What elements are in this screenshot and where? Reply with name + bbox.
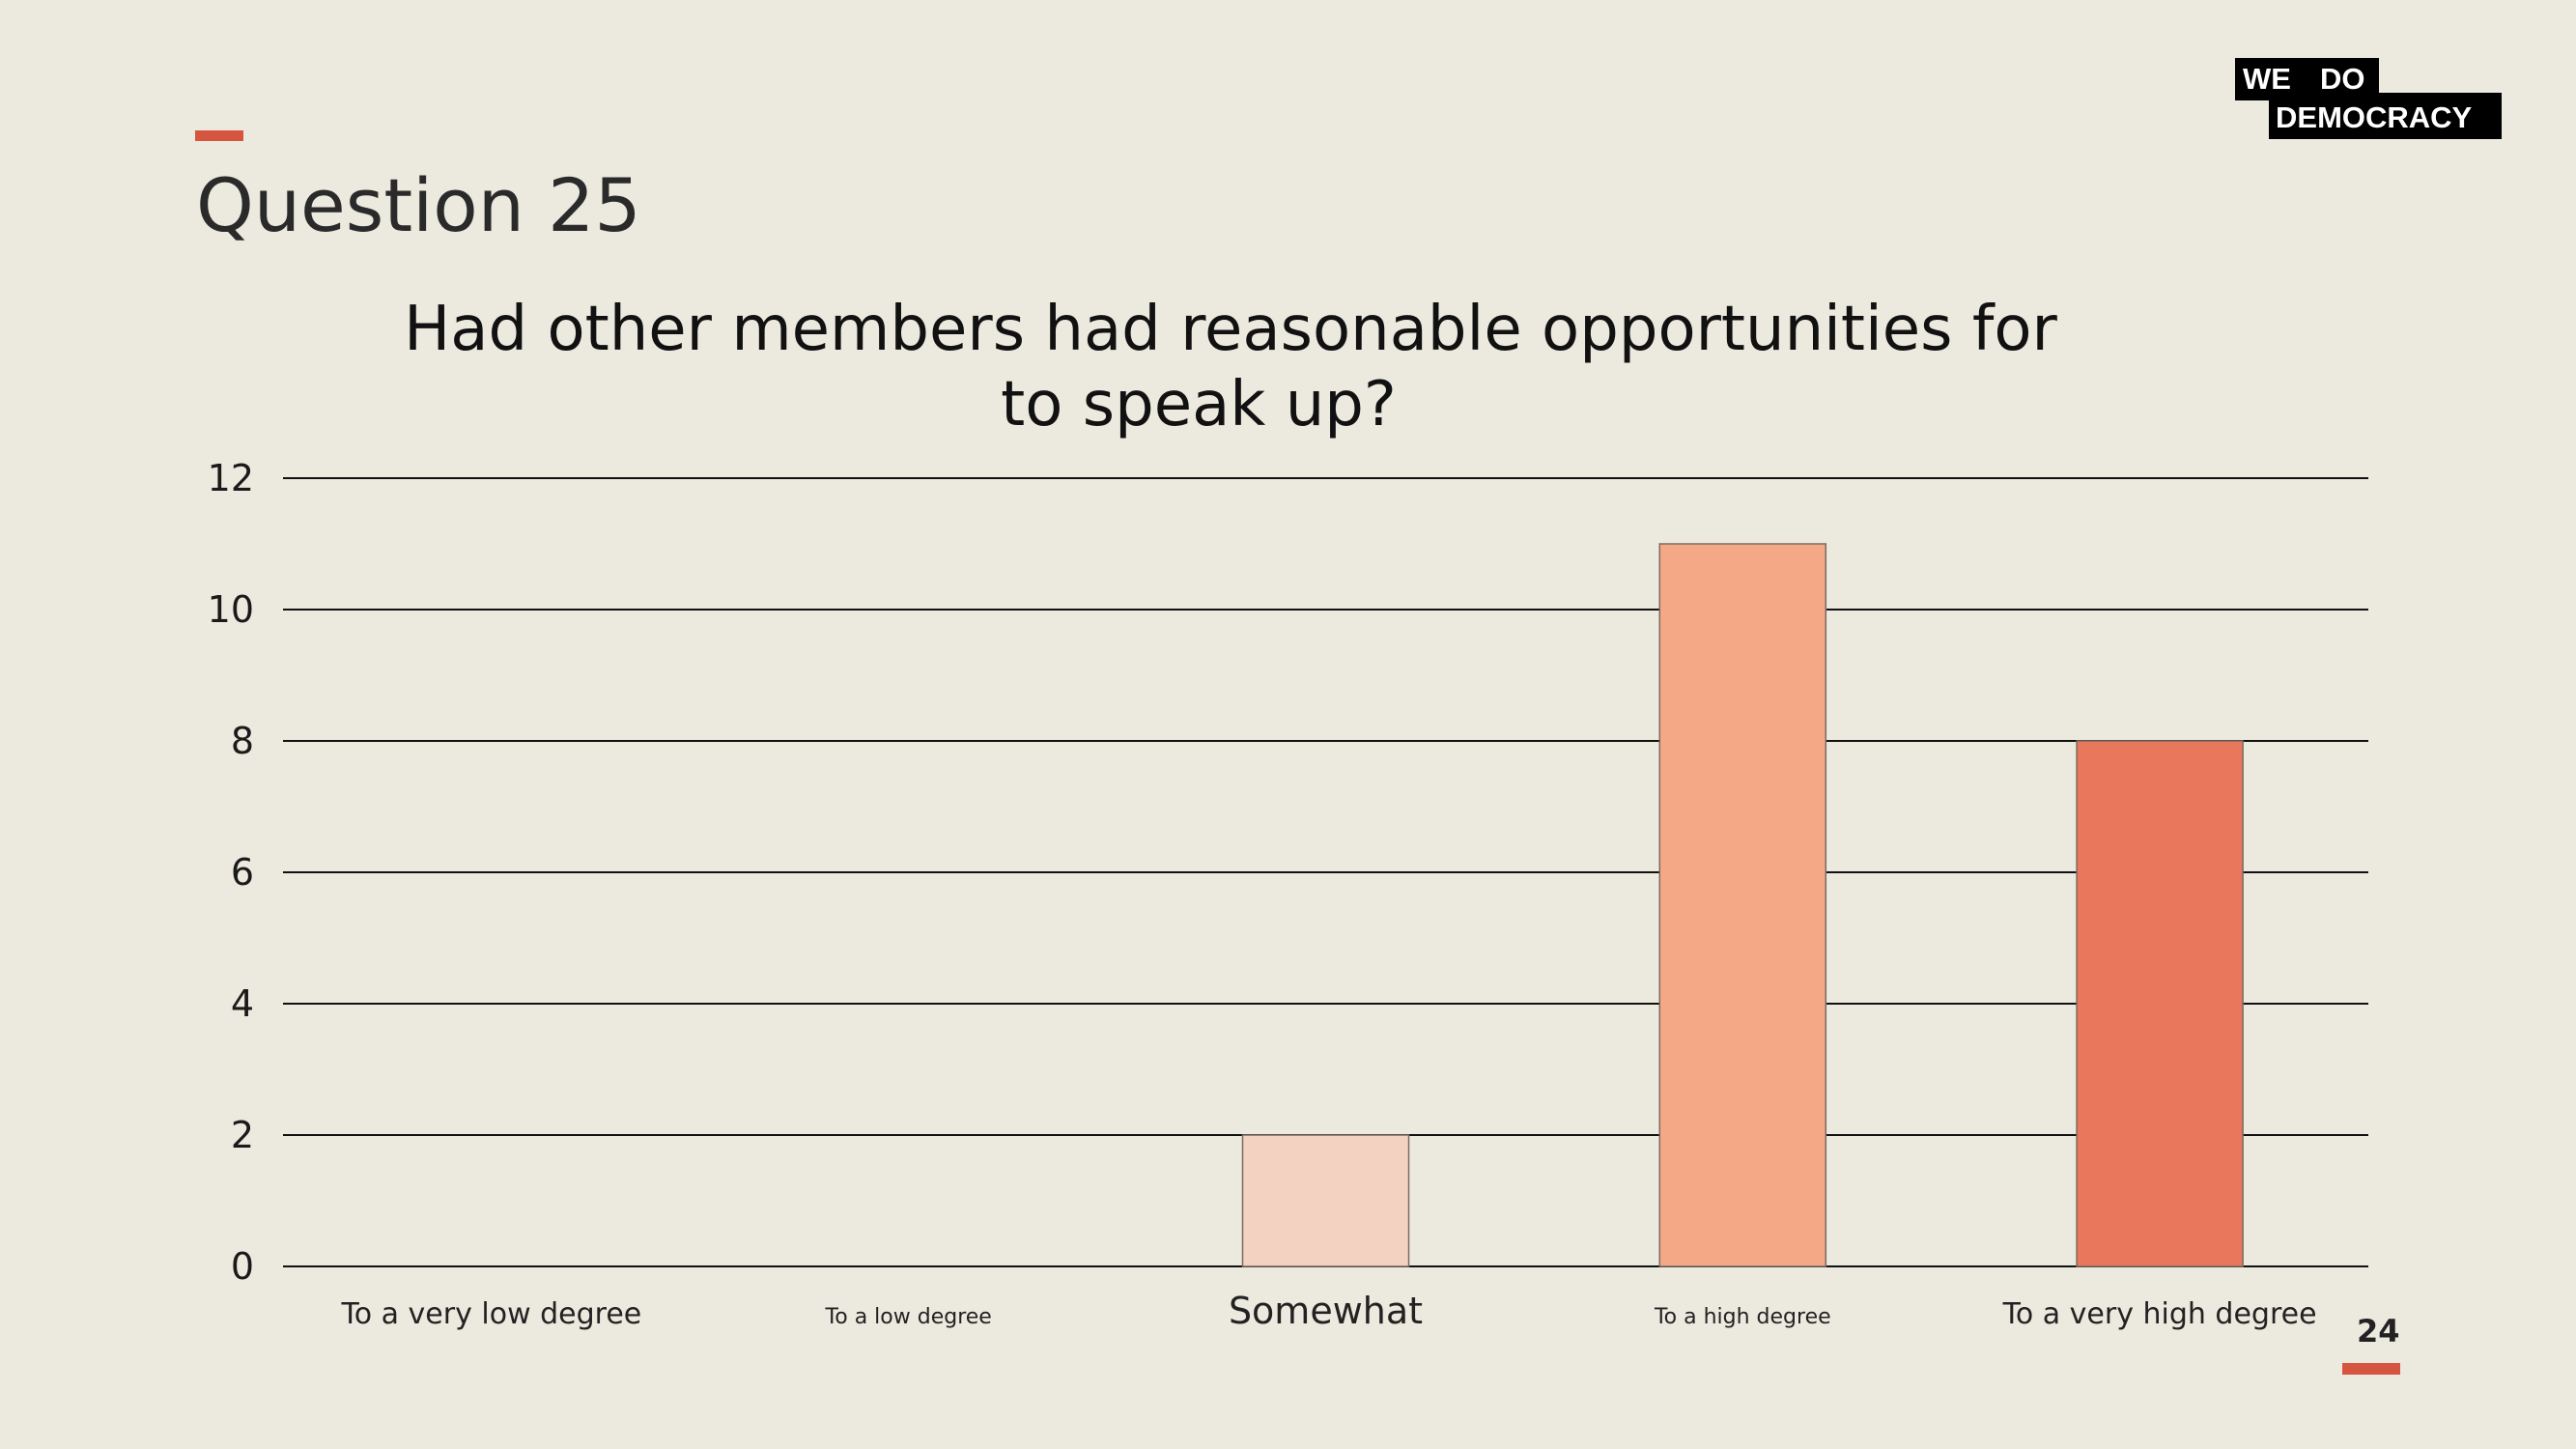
logo-text-democracy: DEMOCRACY — [2276, 100, 2473, 134]
bars — [1241, 543, 2244, 1267]
x-category-label: To a very high degree — [2002, 1297, 2317, 1331]
chart-title-line-1: Had other members had reasonable opportu… — [404, 294, 2057, 365]
y-tick-label: 4 — [231, 982, 254, 1025]
x-category-label: To a high degree — [1654, 1305, 1831, 1329]
bar — [1241, 1134, 1410, 1267]
x-category-label: To a low degree — [825, 1305, 992, 1329]
chart-title: Had other members had reasonable opportu… — [404, 294, 2057, 440]
page-number: 24 — [2357, 1313, 2400, 1350]
logo-text-do: DO — [2320, 62, 2365, 96]
x-axis-category-labels: To a very low degree To a low degree Somew… — [341, 1290, 2317, 1332]
bar — [2076, 740, 2244, 1267]
y-tick-label: 10 — [208, 588, 254, 631]
x-category-label: Somewhat — [1229, 1290, 1423, 1332]
chart-title-line-2: to speak up? — [1001, 369, 1397, 440]
y-tick-label: 2 — [231, 1114, 254, 1156]
y-tick-label: 0 — [231, 1245, 254, 1288]
title-accent-bar — [195, 130, 243, 141]
slide-title: Question 25 — [196, 162, 641, 248]
y-axis-tick-labels: 0 2 4 6 8 10 12 — [208, 457, 254, 1288]
y-tick-label: 12 — [208, 457, 254, 499]
logo-text-we: WE — [2243, 62, 2291, 96]
x-category-label: To a very low degree — [341, 1297, 642, 1331]
footer-accent-bar — [2342, 1363, 2400, 1375]
y-tick-label: 6 — [231, 851, 254, 894]
bar — [1658, 543, 1827, 1267]
y-tick-label: 8 — [231, 720, 254, 762]
gridlines — [283, 477, 2368, 1267]
we-do-democracy-logo: WE DO DEMOCRACY — [2235, 58, 2502, 139]
